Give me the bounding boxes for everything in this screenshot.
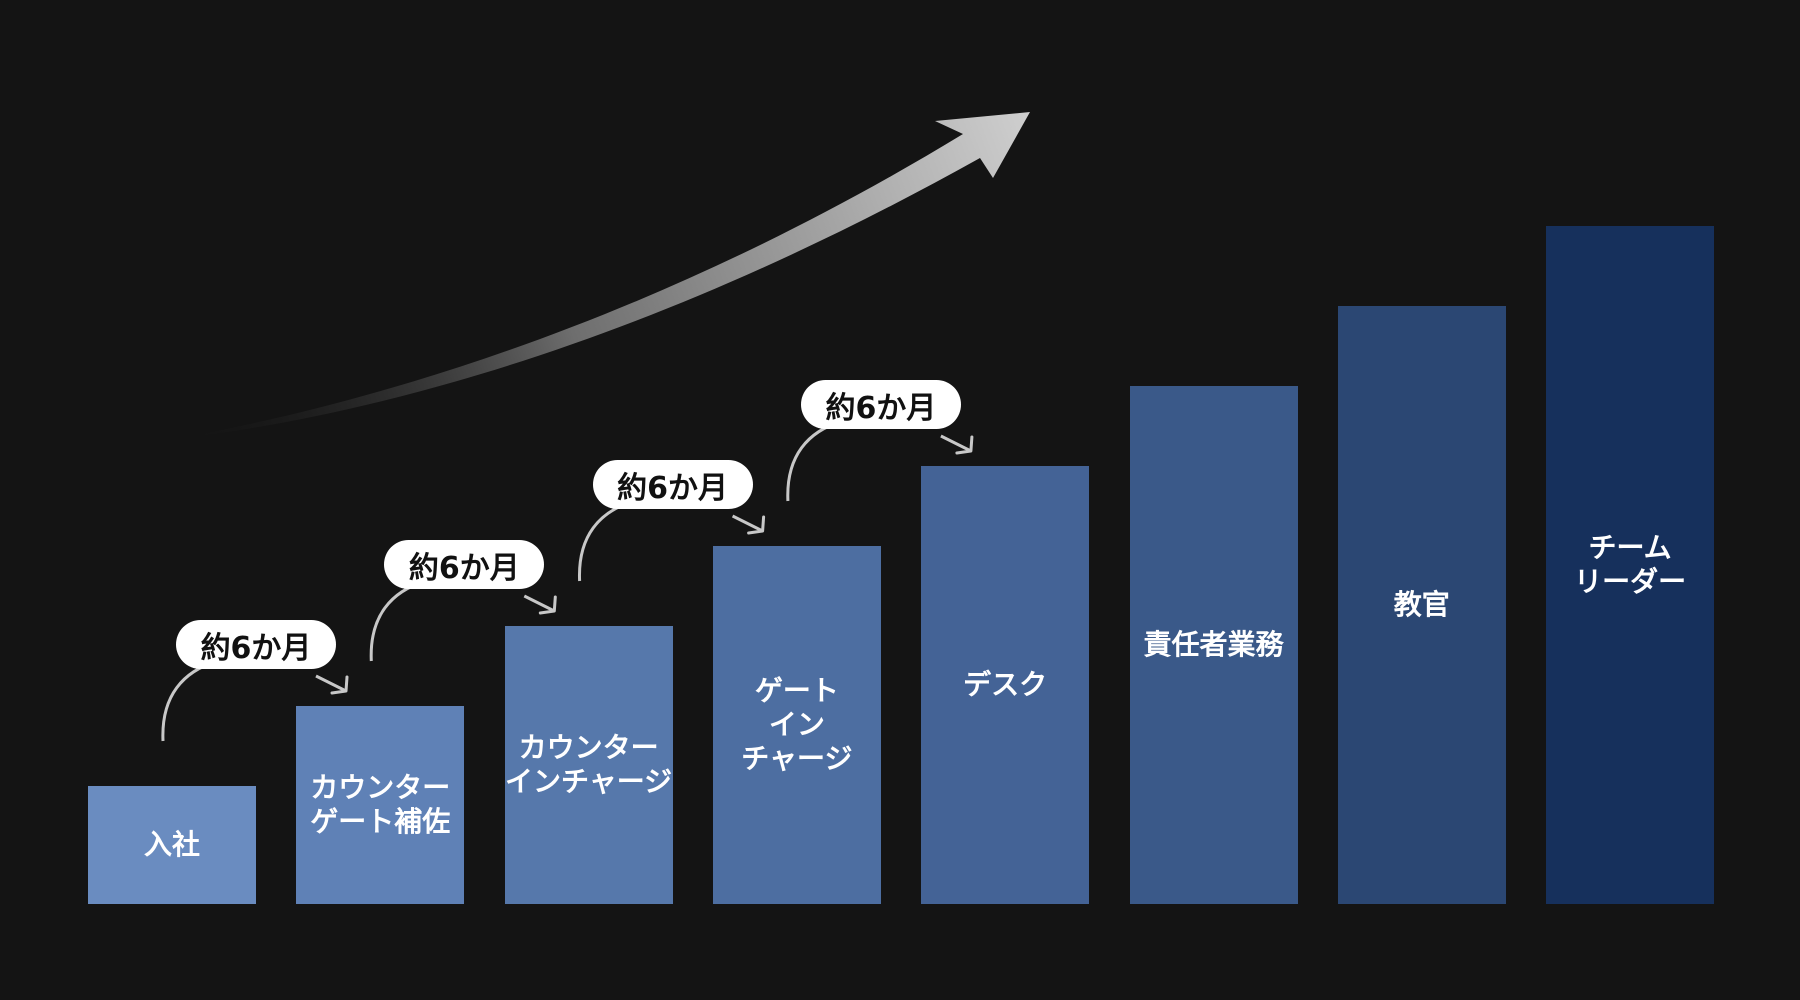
step-label: ゲート イン チャージ (741, 674, 853, 775)
step-label: デスク (963, 668, 1048, 701)
step-label: 教官 (1393, 588, 1450, 621)
interval-label: 約6か月 (200, 630, 312, 666)
step-label: チーム リーダー (1574, 531, 1687, 598)
step-bar: 入社 (88, 786, 256, 904)
step-bar: チーム リーダー (1546, 226, 1715, 904)
interval-pill: 約6か月 (800, 380, 961, 429)
step-label: 責任者業務 (1143, 628, 1284, 661)
arrowhead-icon (955, 435, 974, 455)
interval-label: 約6か月 (617, 470, 729, 506)
interval-label: 約6か月 (825, 390, 937, 426)
step-bar: 責任者業務 (1129, 386, 1298, 904)
step-bar: カウンター ゲート補佐 (296, 706, 465, 904)
arrowhead-icon (747, 515, 766, 535)
step-bar: 教官 (1337, 306, 1506, 904)
arrowhead-icon (330, 675, 349, 695)
interval-pill: 約6か月 (176, 620, 336, 669)
step-bar: カウンター インチャージ (504, 626, 673, 904)
step-label: 入社 (143, 828, 200, 861)
step-bar: デスク (921, 466, 1090, 904)
interval-pill: 約6か月 (592, 460, 753, 509)
step-label: カウンター ゲート補佐 (310, 771, 451, 838)
step-label: カウンター インチャージ (505, 731, 673, 798)
interval-pill: 約6か月 (384, 540, 545, 589)
step-bar: ゲート イン チャージ (712, 546, 881, 904)
interval-label: 約6か月 (408, 550, 520, 586)
arrowhead-icon (538, 595, 557, 615)
